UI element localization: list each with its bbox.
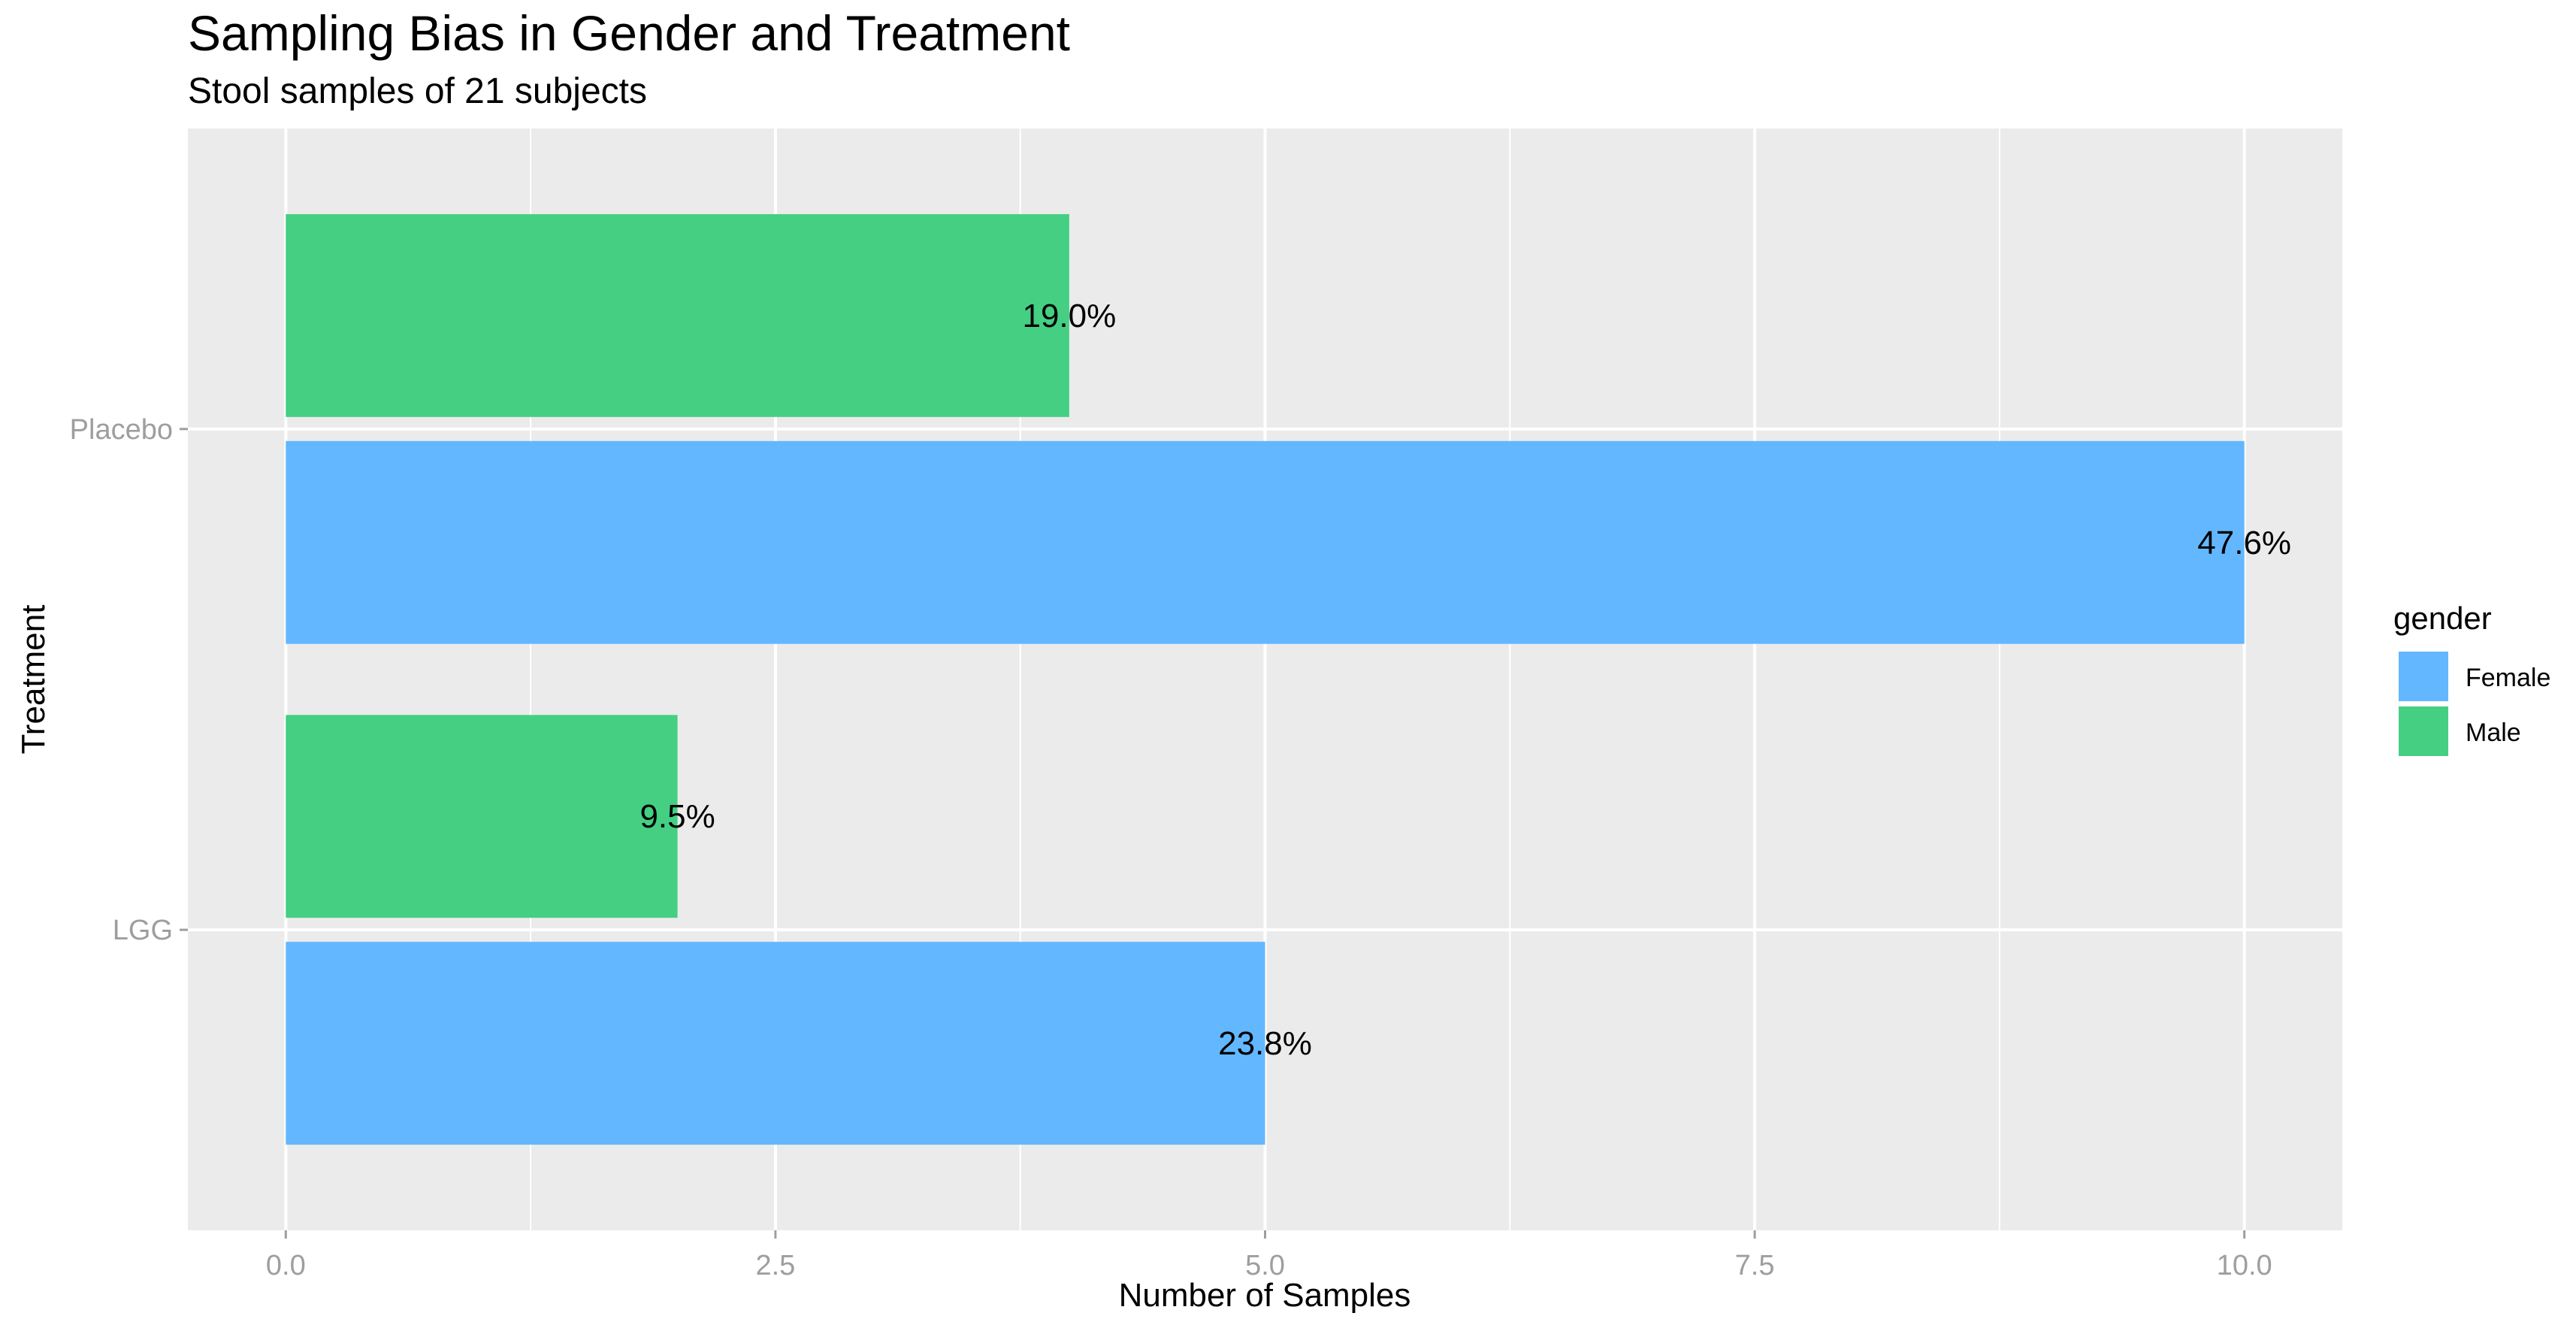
x-tick-label: 7.5	[1735, 1250, 1775, 1281]
chart-subtitle: Stool samples of 21 subjects	[188, 71, 647, 111]
y-tick-label: LGG	[113, 915, 173, 946]
y-axis-title: Treatment	[15, 605, 52, 755]
legend-title: gender	[2393, 600, 2492, 636]
x-axis-title: Number of Samples	[1119, 1277, 1411, 1314]
legend-key-male	[2399, 706, 2448, 756]
data-label: 19.0%	[1022, 298, 1116, 334]
data-label: 23.8%	[1218, 1025, 1312, 1062]
legend-label-male: Male	[2466, 718, 2521, 747]
y-axis: LGG Placebo	[70, 414, 188, 946]
x-tick-label: 5.0	[1245, 1250, 1285, 1281]
y-tick-label: Placebo	[70, 414, 173, 446]
x-tick-label: 10.0	[2217, 1250, 2272, 1281]
chart-title: Sampling Bias in Gender and Treatment	[188, 5, 1070, 61]
legend-label-female: Female	[2466, 664, 2550, 692]
bars	[286, 213, 2245, 1145]
bar-male	[286, 715, 678, 918]
x-tick-label: 0.0	[266, 1250, 306, 1281]
bar-female	[286, 942, 1265, 1145]
bar-male	[286, 213, 1069, 417]
x-tick-label: 2.5	[755, 1250, 795, 1281]
x-axis: 0.0 2.5 5.0 7.5 10.0	[266, 1230, 2272, 1281]
bar-female	[286, 440, 2245, 644]
data-label: 47.6%	[2197, 525, 2291, 561]
legend-key-female	[2399, 652, 2448, 701]
legend: gender Female Male	[2393, 600, 2550, 756]
data-labels: 23.8% 47.6% 9.5% 19.0%	[639, 298, 2291, 1062]
data-label: 9.5%	[639, 798, 715, 835]
